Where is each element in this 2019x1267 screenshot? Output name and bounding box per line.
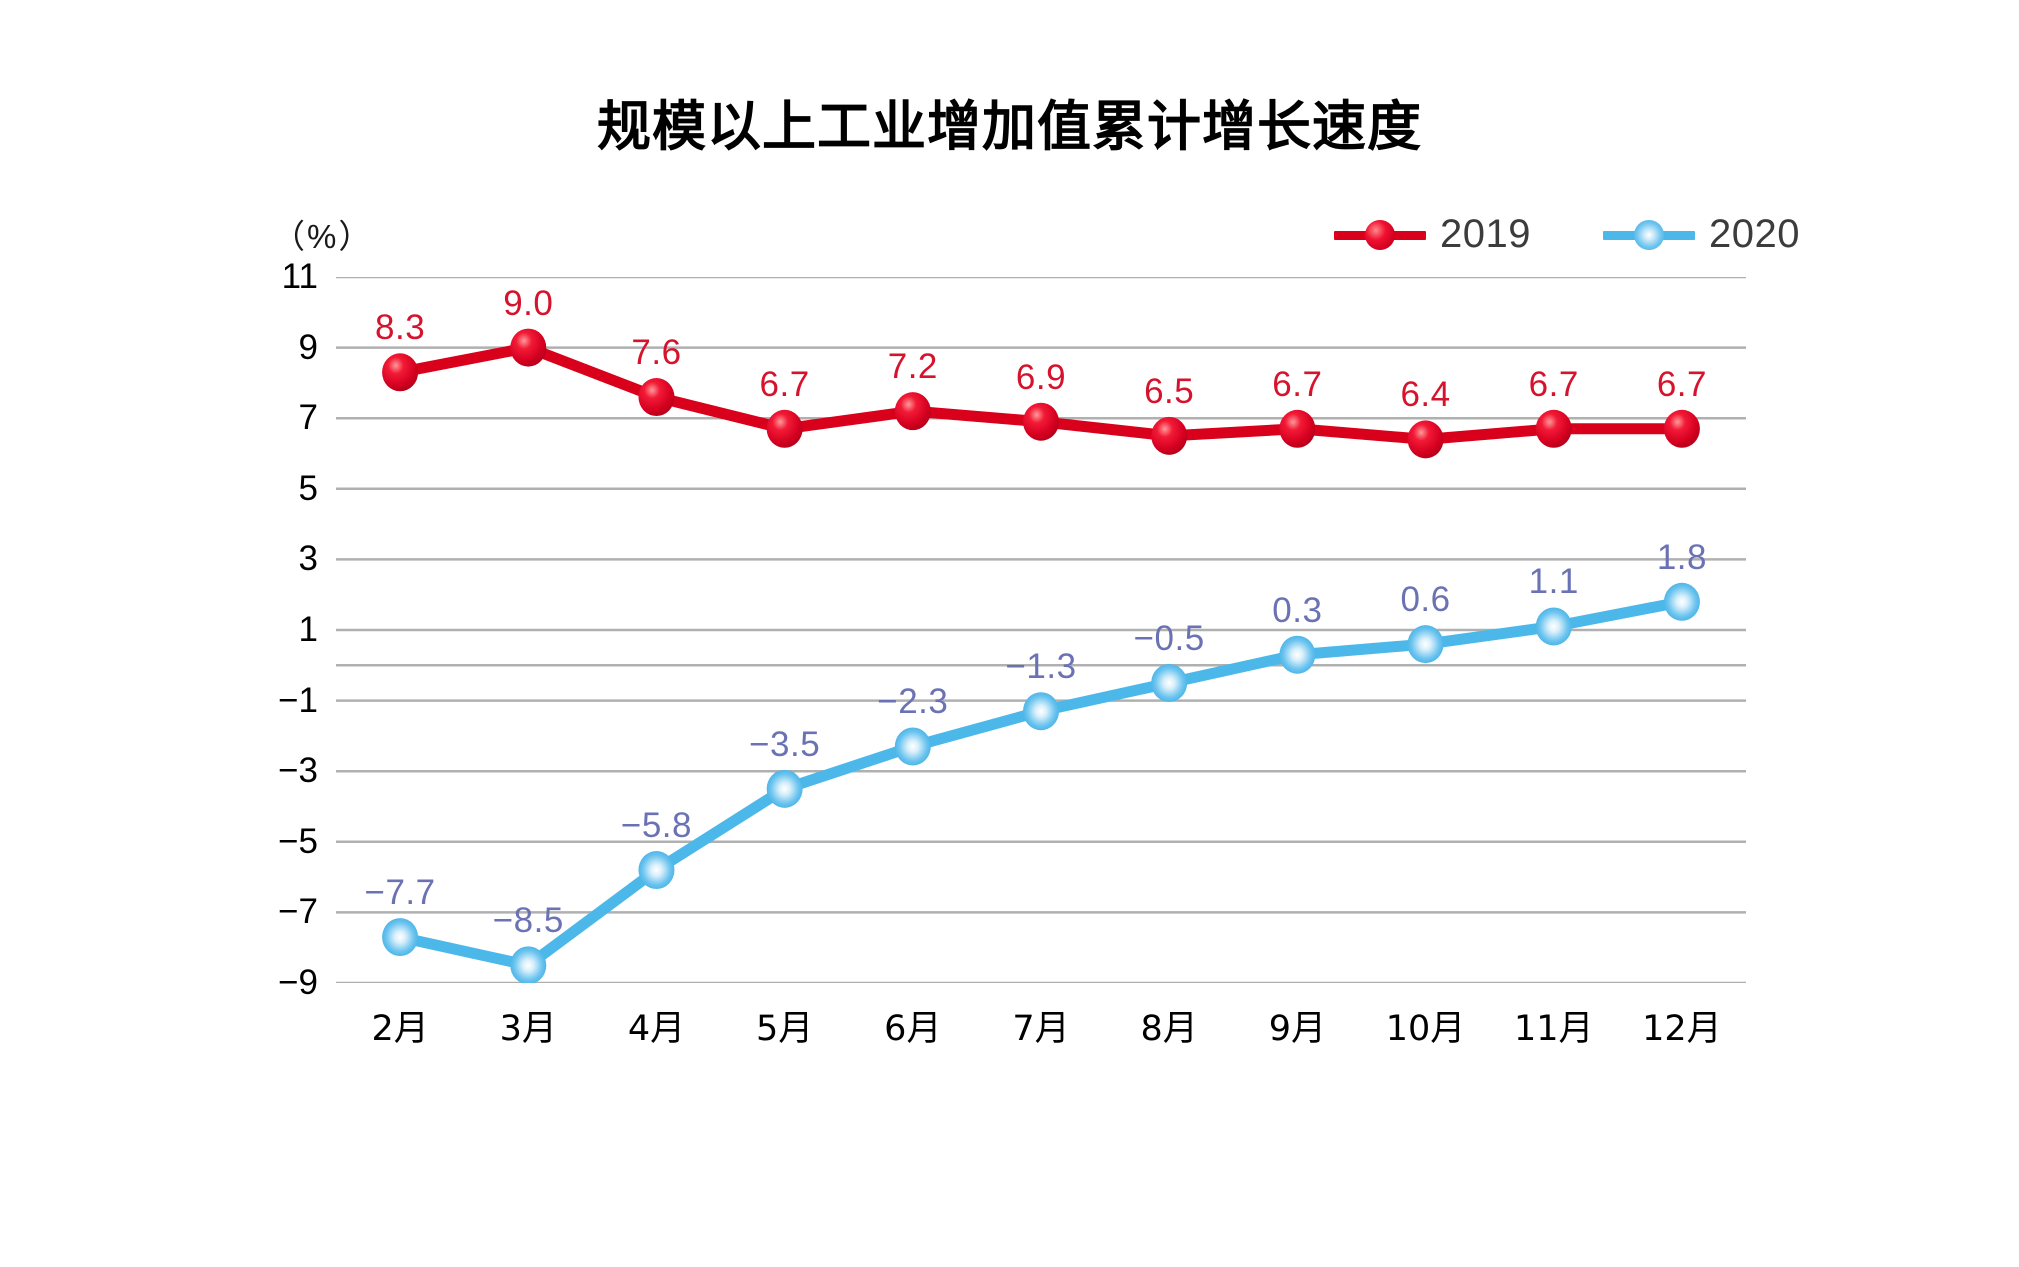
data-point-marker[interactable] — [510, 946, 547, 983]
x-tick-label: 9月 — [1268, 1009, 1326, 1049]
x-tick-label: 5月 — [755, 1009, 814, 1049]
legend-item-2019[interactable]: 2019 — [1334, 212, 1531, 257]
data-label: −7.7 — [364, 873, 436, 913]
data-label: −5.8 — [620, 806, 693, 846]
y-tick-label: 1 — [298, 610, 318, 649]
data-point-marker[interactable] — [1023, 692, 1059, 731]
data-label: 7.2 — [887, 347, 938, 387]
x-tick-label: 12月 — [1642, 1009, 1722, 1049]
data-point-marker[interactable] — [894, 392, 931, 431]
y-axis-ticks: 11 9 7 5 3 1 −1 −3 −5 −7 −9 — [240, 257, 318, 1002]
x-tick-label: 3月 — [499, 1009, 557, 1049]
data-point-marker[interactable] — [766, 769, 803, 808]
data-label: −0.5 — [1133, 618, 1205, 658]
data-point-marker[interactable] — [638, 851, 675, 890]
data-label: 6.7 — [1272, 364, 1323, 404]
y-tick-label: −3 — [278, 751, 318, 791]
data-point-marker[interactable] — [1151, 416, 1188, 455]
data-label: 6.5 — [1144, 371, 1195, 411]
x-tick-label: 11月 — [1513, 1009, 1594, 1049]
x-axis-ticks: 2月 3月 4月 5月 6月 7月 8月 9月 10月 11月 12月 — [336, 1000, 1746, 1050]
data-point-marker[interactable] — [1663, 409, 1700, 448]
data-point-marker[interactable] — [382, 918, 419, 957]
data-label: −3.5 — [749, 724, 821, 764]
legend-label-2019: 2019 — [1440, 212, 1531, 256]
data-label: 0.6 — [1400, 580, 1451, 620]
data-label: 6.9 — [1015, 357, 1067, 397]
plot-area: 8.3 9.0 7.6 6.7 7.2 6.9 6.5 6.7 6.4 6.7 6.7 −7.7 −8.… — [336, 277, 1746, 983]
data-point-marker[interactable] — [1535, 607, 1572, 646]
data-label: −8.5 — [492, 901, 564, 941]
data-point-marker[interactable] — [1407, 625, 1444, 664]
data-point-marker[interactable] — [766, 409, 803, 448]
chart-legend: 2019 2020 — [1334, 212, 1800, 257]
x-tick-label: 2月 — [371, 1009, 429, 1049]
data-point-marker[interactable] — [1279, 409, 1316, 448]
x-tick-label: 7月 — [1012, 1009, 1070, 1049]
series-markers — [382, 328, 1700, 983]
data-label: −2.3 — [877, 682, 949, 722]
y-tick-label: 9 — [298, 327, 318, 367]
page-title: 规模以上工业增加值累计增长速度 — [597, 94, 1422, 158]
y-tick-label: 11 — [281, 257, 318, 296]
data-point-marker[interactable] — [1663, 582, 1700, 621]
data-point-marker[interactable] — [1407, 420, 1444, 459]
y-tick-label: 5 — [298, 468, 318, 508]
data-point-marker[interactable] — [510, 328, 547, 367]
y-tick-label: −9 — [278, 963, 318, 1002]
x-tick-label: 4月 — [627, 1009, 686, 1049]
data-point-marker[interactable] — [638, 378, 675, 417]
y-tick-label: −1 — [278, 680, 318, 720]
data-point-marker[interactable] — [1535, 409, 1572, 448]
x-tick-label: 8月 — [1140, 1009, 1198, 1049]
x-tick-label: 10月 — [1385, 1009, 1466, 1049]
data-point-marker[interactable] — [894, 727, 931, 766]
y-tick-label: 3 — [298, 539, 318, 579]
data-point-marker[interactable] — [1279, 635, 1316, 674]
x-tick-label: 6月 — [884, 1009, 942, 1049]
y-tick-label: 7 — [298, 398, 318, 438]
data-label: 6.4 — [1400, 375, 1451, 415]
data-label: −1.3 — [1005, 647, 1077, 687]
data-label: 1.1 — [1528, 562, 1579, 602]
data-label: 6.7 — [1656, 364, 1707, 404]
data-label: 7.6 — [631, 333, 682, 373]
data-point-marker[interactable] — [382, 353, 419, 392]
legend-label-2020: 2020 — [1708, 212, 1800, 256]
data-point-marker[interactable] — [1151, 663, 1188, 702]
y-tick-label: −7 — [278, 892, 318, 932]
data-label: 0.3 — [1272, 590, 1323, 630]
y-tick-label: −5 — [278, 821, 318, 861]
data-label: 6.7 — [759, 364, 810, 404]
legend-item-2020[interactable]: 2020 — [1602, 212, 1800, 257]
data-point-marker[interactable] — [1023, 402, 1059, 441]
data-label: 8.3 — [375, 308, 426, 348]
y-axis-unit-label: （%） — [272, 218, 374, 255]
legend-marker-2019 — [1334, 219, 1426, 250]
data-label: 1.8 — [1656, 537, 1707, 577]
plot-svg — [336, 277, 1746, 983]
data-label: 9.0 — [503, 283, 554, 323]
data-label: 6.7 — [1528, 364, 1579, 404]
legend-marker-2020 — [1602, 219, 1695, 250]
